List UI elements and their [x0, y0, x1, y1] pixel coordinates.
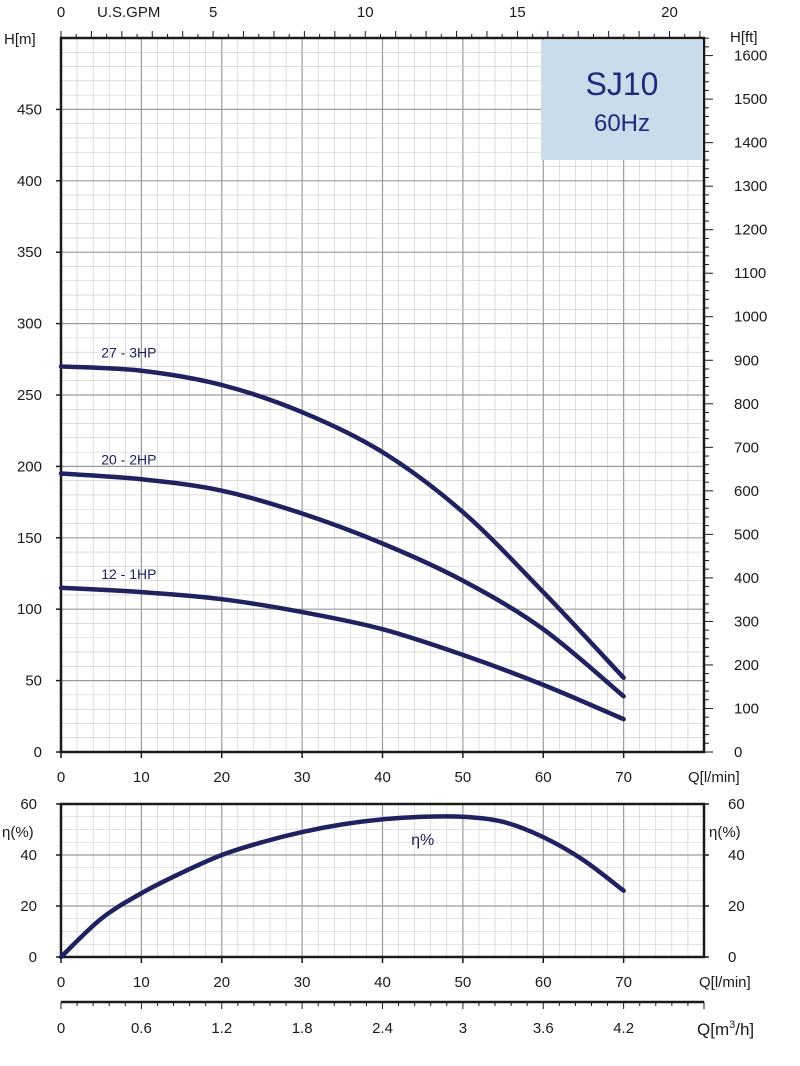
efficiency-tick-label-left: 20 [20, 898, 37, 915]
y-tick-label-left: 150 [17, 530, 42, 547]
flow-m3h-tick-label: 0 [57, 1020, 65, 1037]
y-tick-label-right: 0 [734, 744, 742, 761]
efficiency-curve: η% [58, 814, 626, 960]
y-tick-label-left: 350 [17, 244, 42, 261]
y-axis-right-label: H[ft] [730, 29, 758, 46]
y-axis-left-label: H[m] [4, 31, 36, 48]
y-tick-label-right: 600 [734, 483, 759, 500]
flow-m3h-tick-label: 1.8 [292, 1020, 313, 1037]
y-tick-label-right: 1200 [734, 222, 767, 239]
head-curve-1 [58, 364, 626, 680]
efficiency-tick-label-right: 60 [728, 796, 745, 813]
y-tick-label-right: 1500 [734, 91, 767, 108]
top-axis-label: U.S.GPM [97, 4, 160, 21]
y-tick-label-right: 1000 [734, 309, 767, 326]
top-tick-label: 10 [357, 4, 374, 21]
x-tick-label: 70 [615, 769, 632, 786]
y-tick-label-left: 400 [17, 173, 42, 190]
flow-m3h-tick-label: 3.6 [533, 1020, 554, 1037]
x-tick-label: 40 [374, 769, 391, 786]
efficiency-tick-label-left: 60 [20, 796, 37, 813]
y-tick-label-right: 200 [734, 657, 759, 674]
flow-m3h-tick-label: 0.6 [131, 1020, 152, 1037]
top-tick-label: 20 [661, 4, 678, 21]
flow-m3h-label-main: Q[m [697, 1020, 729, 1039]
y-tick-label-right: 400 [734, 570, 759, 587]
top-tick-label: 0 [57, 4, 65, 21]
y-tick-label-right: 1400 [734, 135, 767, 152]
efficiency-x-tick-label: 40 [374, 974, 391, 991]
x-tick-label: 10 [133, 769, 150, 786]
y-tick-label-left: 300 [17, 316, 42, 333]
x-axis-label-efficiency: Q[l/min] [699, 974, 751, 991]
efficiency-series-label: η% [411, 832, 434, 849]
efficiency-x-tick-label: 60 [535, 974, 552, 991]
efficiency-tick-label-right: 0 [728, 949, 736, 966]
y-tick-label-right: 300 [734, 613, 759, 630]
y-tick-label-left: 250 [17, 387, 42, 404]
efficiency-x-tick-label: 50 [455, 974, 472, 991]
y-tick-label-left: 100 [17, 601, 42, 618]
efficiency-tick-label-left: 40 [20, 847, 37, 864]
series-label: 27 - 3HP [101, 344, 156, 360]
model-badge-background [541, 40, 703, 160]
y-tick-label-right: 1100 [734, 265, 766, 282]
efficiency-tick-label-right: 20 [728, 898, 745, 915]
flow-m3h-label: Q[m3/h] [697, 1019, 754, 1039]
flow-m3h-axis: 0 0.6 1.2 1.8 2.4 3 3.6 4.2 [57, 1000, 705, 1037]
y-tick-label-right: 900 [734, 352, 759, 369]
efficiency-x-tick-label: 70 [615, 974, 632, 991]
y-tick-label-left: 200 [17, 458, 42, 475]
series-label: 20 - 2HP [101, 452, 156, 468]
y-tick-label-left: 0 [34, 744, 42, 761]
x-tick-label: 50 [455, 769, 472, 786]
head-curve-3 [58, 585, 626, 722]
flow-m3h-tick-label: 1.2 [211, 1020, 232, 1037]
y-tick-label-left: 450 [17, 101, 42, 118]
model-frequency: 60Hz [594, 110, 650, 137]
model-name: SJ10 [586, 66, 659, 102]
x-tick-label: 30 [294, 769, 311, 786]
flow-m3h-tick-label: 2.4 [372, 1020, 393, 1037]
flow-m3h-label-end: /h] [735, 1020, 754, 1039]
series-label: 12 - 1HP [101, 566, 156, 582]
x-axis-label-main: Q[l/min] [688, 769, 740, 786]
efficiency-right-label: η(%) [709, 824, 741, 841]
head-curve-2 [58, 471, 626, 699]
top-tick-label: 15 [509, 4, 526, 21]
efficiency-x-tick-label: 0 [57, 974, 65, 991]
efficiency-x-tick-label: 20 [213, 974, 230, 991]
x-tick-label: 20 [213, 769, 230, 786]
main-axis-ticks: 0501001502002503003504004500100200300400… [17, 4, 767, 786]
efficiency-left-label: η(%) [2, 824, 34, 841]
efficiency-line [58, 814, 626, 960]
efficiency-tick-label-left: 0 [29, 949, 37, 966]
y-tick-label-right: 1300 [734, 178, 767, 195]
top-tick-label: 5 [209, 4, 217, 21]
y-tick-label-right: 500 [734, 526, 759, 543]
efficiency-x-tick-label: 30 [294, 974, 311, 991]
y-tick-label-right: 100 [734, 700, 759, 717]
flow-m3h-tick-label: 3 [459, 1020, 467, 1037]
y-tick-label-right: 700 [734, 439, 759, 456]
efficiency-x-tick-label: 10 [133, 974, 150, 991]
flow-m3h-label-sup: 3 [729, 1019, 735, 1031]
x-tick-label: 0 [57, 769, 65, 786]
flow-m3h-tick-label: 4.2 [613, 1020, 634, 1037]
y-tick-label-right: 800 [734, 396, 759, 413]
efficiency-tick-label-right: 40 [728, 847, 745, 864]
efficiency-axis-ticks: 0 0 20 20 40 40 60 60 0 10 20 30 40 50 60 70 [20, 796, 744, 991]
y-tick-label-right: 1600 [734, 48, 767, 65]
model-badge: SJ10 60Hz [541, 40, 703, 160]
x-tick-label: 60 [535, 769, 552, 786]
head-curves: 27 - 3HP 20 - 2HP 12 - 1HP [58, 344, 626, 722]
y-tick-label-left: 50 [25, 673, 42, 690]
